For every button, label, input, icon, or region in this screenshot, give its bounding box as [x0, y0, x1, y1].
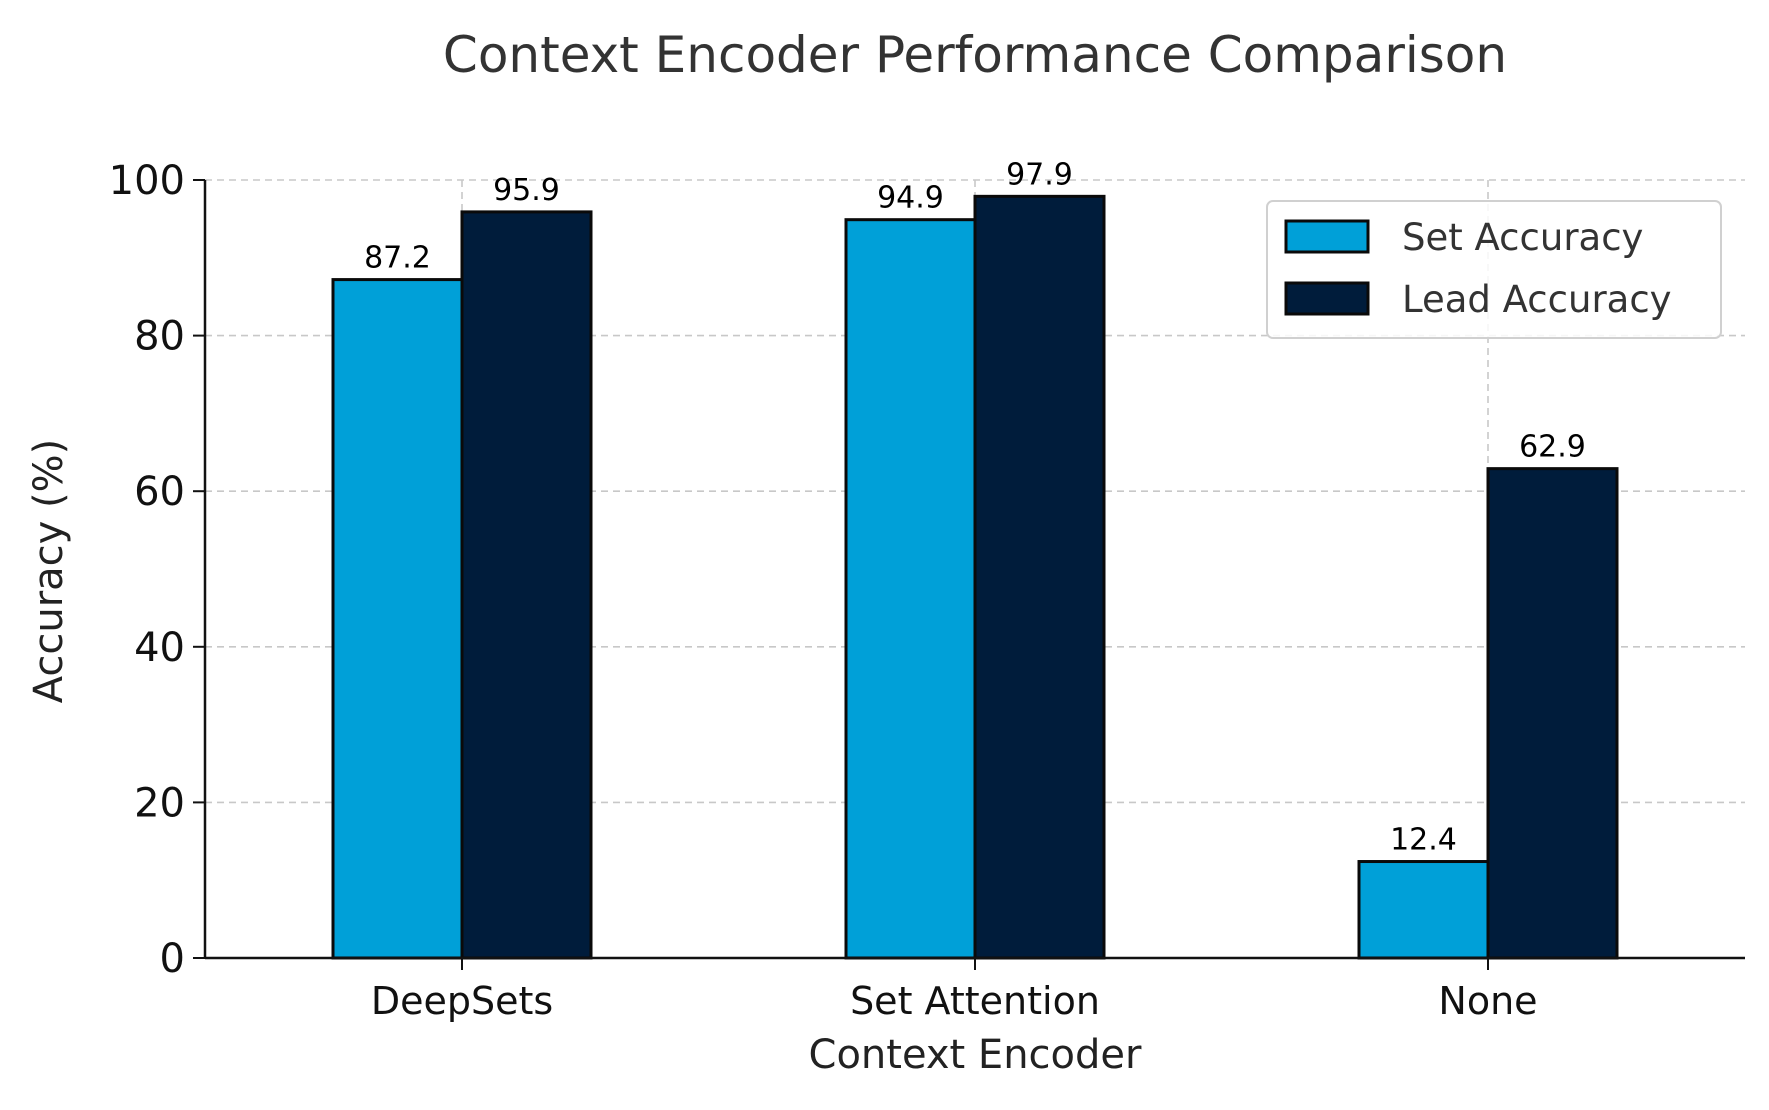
legend-label: Lead Accuracy [1402, 278, 1672, 321]
y-tick-label: 60 [134, 469, 185, 515]
bar-value-label: 94.9 [877, 181, 944, 216]
bar-value-label: 87.2 [364, 241, 431, 276]
bar-value-label: 97.9 [1006, 157, 1073, 192]
bar-lead-accuracy [973, 194, 1106, 960]
bar-set-accuracy [844, 218, 977, 960]
y-tick-label: 0 [160, 936, 185, 982]
y-axis-label: Accuracy (%) [26, 439, 72, 704]
bars [331, 194, 1619, 960]
x-axis-label: Context Encoder [809, 1032, 1143, 1078]
bar-lead-accuracy [1486, 467, 1619, 960]
x-tick-label: DeepSets [371, 979, 553, 1023]
bar-set-accuracy [1357, 860, 1490, 960]
bar-value-labels: 87.2 95.9 94.9 97.9 12.4 62.9 [364, 157, 1586, 857]
axes: 0 20 40 60 80 100 DeepSets Set Attention None [109, 158, 1745, 1023]
legend-swatch [1284, 219, 1370, 254]
bar-value-label: 95.9 [493, 173, 560, 208]
legend-label: Set Accuracy [1402, 216, 1643, 259]
bar-set-accuracy [331, 278, 464, 960]
legend-box [1266, 200, 1722, 339]
bar-value-label: 62.9 [1519, 430, 1586, 465]
legend-swatch [1284, 281, 1370, 316]
chart-title: Context Encoder Performance Comparison [443, 26, 1507, 84]
x-tick-label: Set Attention [850, 979, 1100, 1023]
bar-lead-accuracy [460, 210, 593, 960]
x-tick-label: None [1438, 979, 1537, 1023]
y-tick-label: 100 [109, 158, 185, 204]
y-tick-label: 20 [134, 780, 185, 826]
y-tick-label: 40 [134, 625, 185, 671]
y-tick-label: 80 [134, 314, 185, 360]
legend: Set Accuracy Lead Accuracy [1266, 200, 1722, 339]
bar-value-label: 12.4 [1390, 823, 1457, 858]
